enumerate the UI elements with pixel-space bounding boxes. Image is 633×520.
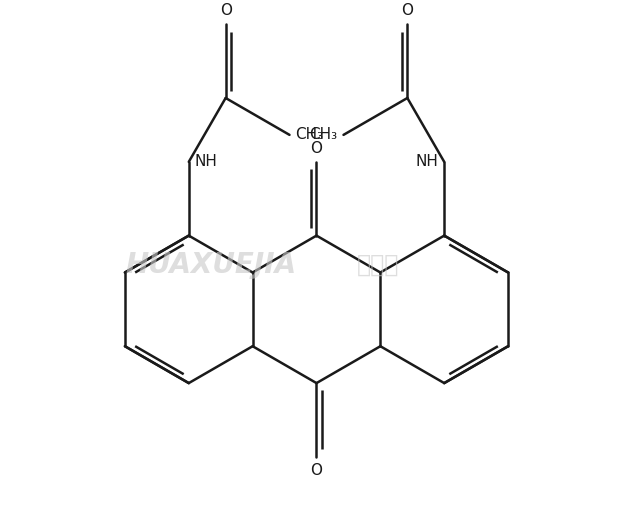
- Text: 化学加: 化学加: [357, 253, 399, 277]
- Text: O: O: [311, 463, 322, 478]
- Text: CH₃: CH₃: [310, 127, 337, 142]
- Text: CH₃: CH₃: [296, 127, 323, 142]
- Text: O: O: [311, 141, 322, 156]
- Text: NH: NH: [415, 154, 438, 170]
- Text: O: O: [220, 3, 232, 18]
- Text: HUAXUEJIA: HUAXUEJIA: [125, 251, 297, 279]
- Text: NH: NH: [195, 154, 218, 170]
- Text: O: O: [401, 3, 413, 18]
